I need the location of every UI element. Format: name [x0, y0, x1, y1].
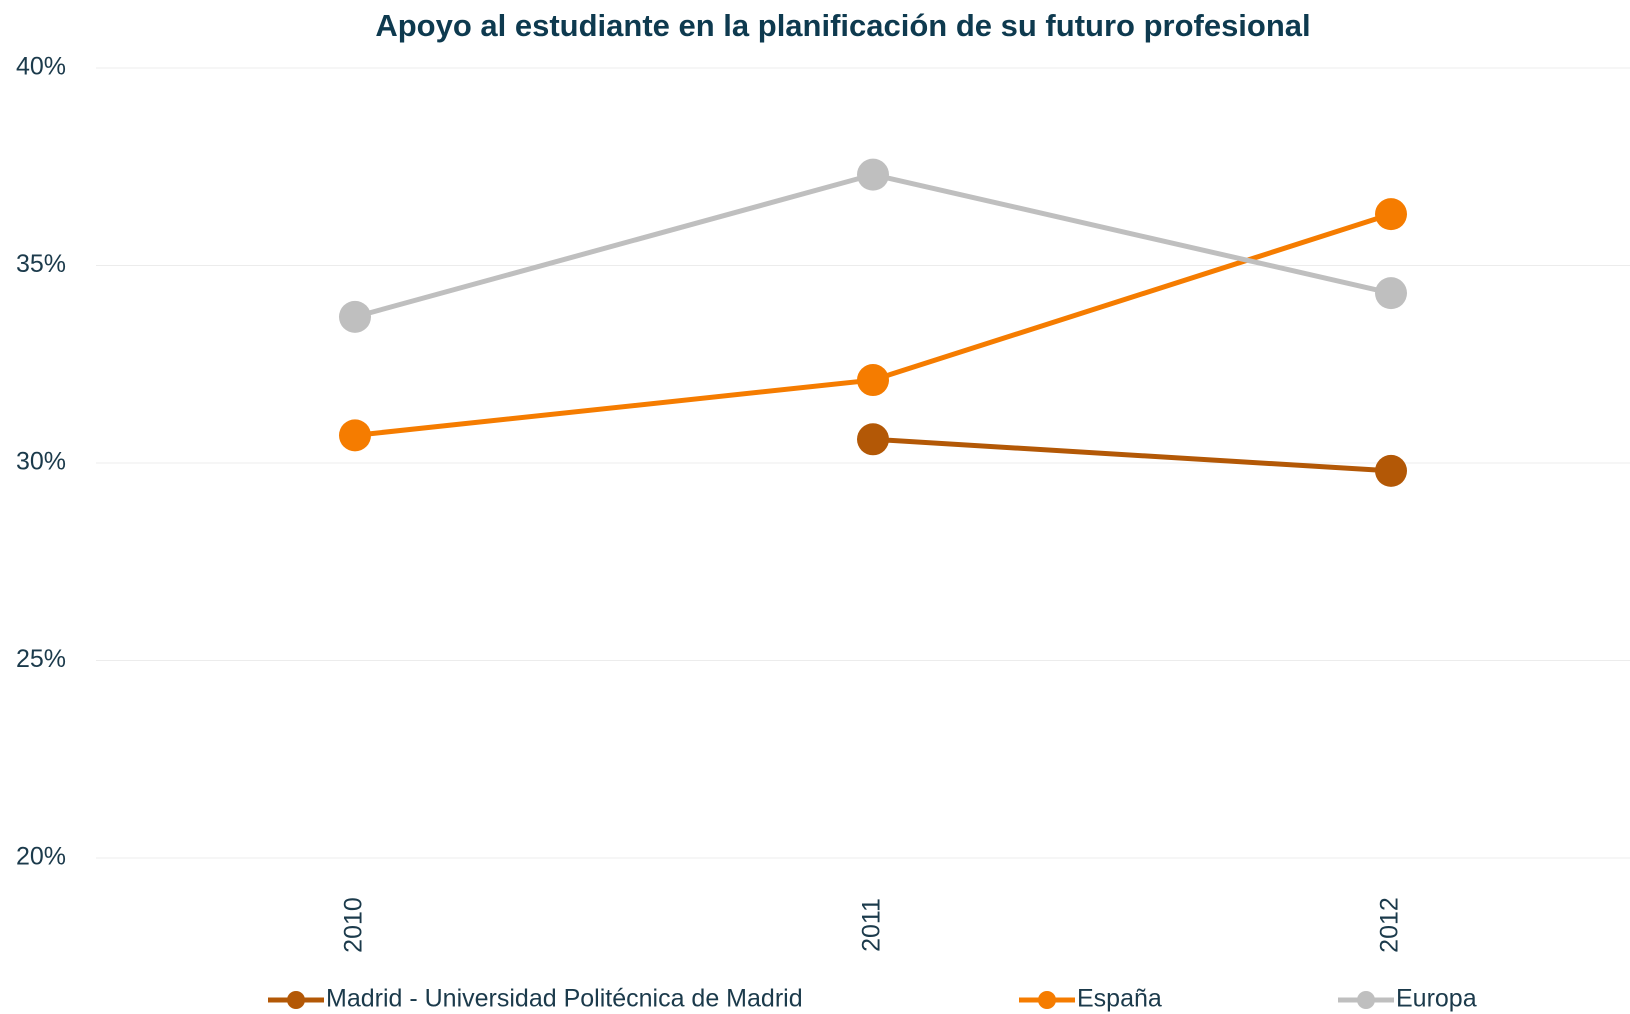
y-tick-label: 30% [16, 448, 66, 476]
x-tick-label: 2011 [858, 898, 886, 952]
series-line [872, 436, 1392, 474]
data-point [1375, 198, 1407, 231]
y-tick-label: 25% [16, 645, 66, 673]
legend-label: Europa [1396, 985, 1477, 1013]
data-point [857, 158, 889, 191]
legend-marker [1357, 991, 1375, 1009]
x-tick-label: 2012 [1376, 897, 1404, 953]
data-point [339, 300, 371, 333]
y-tick-label: 20% [16, 843, 66, 871]
legend-marker [287, 991, 305, 1009]
series-line [354, 211, 1392, 438]
data-point [339, 419, 371, 452]
series-line [354, 172, 1392, 320]
y-tick-label: 35% [16, 250, 66, 278]
legend-marker [1038, 991, 1056, 1009]
data-point [857, 364, 889, 397]
data-point [857, 423, 889, 456]
data-point [1375, 454, 1407, 487]
chart-title: Apoyo al estudiante en la planificación … [375, 8, 1310, 43]
legend-label: España [1077, 985, 1162, 1013]
x-tick-label: 2010 [340, 897, 368, 953]
y-tick-label: 40% [16, 53, 66, 81]
legend-label: Madrid - Universidad Politécnica de Madr… [326, 985, 803, 1013]
data-point [1375, 277, 1407, 310]
